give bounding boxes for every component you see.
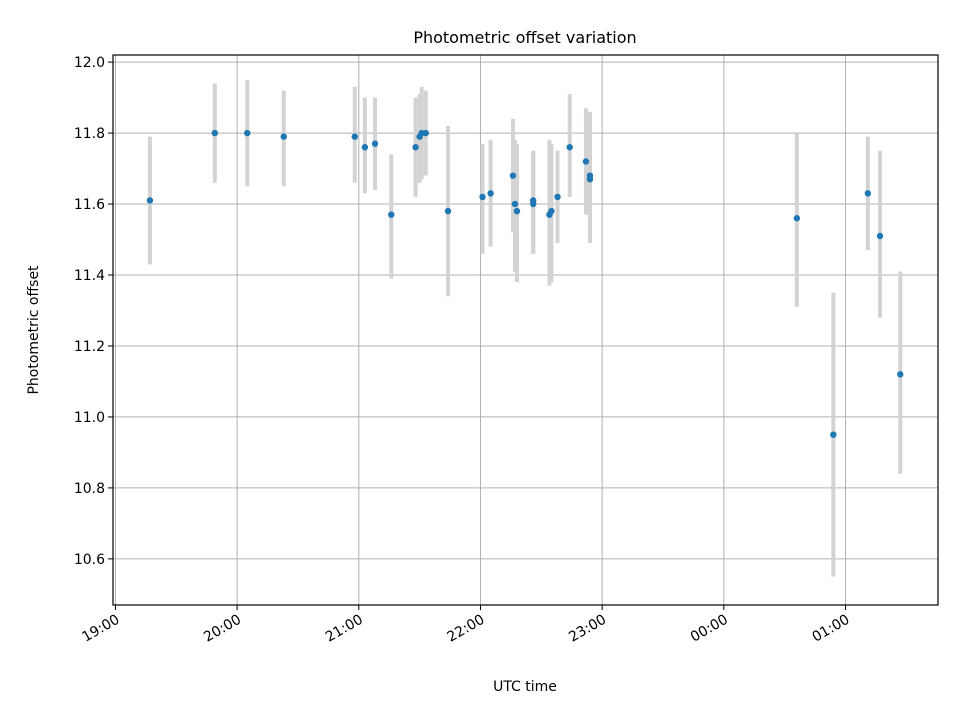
point-layer — [146, 129, 904, 438]
data-point — [511, 200, 519, 208]
y-tick-label: 10.6 — [74, 552, 105, 568]
data-point — [280, 133, 287, 140]
data-point — [509, 172, 517, 179]
y-tick-label: 11.2 — [74, 339, 105, 355]
y-tick-label: 11.0 — [74, 410, 105, 426]
y-tick-label: 11.6 — [74, 197, 105, 213]
data-point — [351, 133, 358, 140]
data-point — [582, 158, 590, 165]
data-point — [793, 215, 801, 222]
data-point — [146, 197, 154, 204]
data-point — [554, 193, 561, 201]
plot-frame — [112, 54, 939, 606]
y-tick-label: 12.0 — [74, 55, 105, 71]
data-point — [479, 193, 486, 201]
data-point — [412, 144, 419, 151]
data-point — [513, 207, 521, 215]
data-point — [864, 190, 872, 197]
data-point — [530, 200, 537, 208]
data-point — [361, 144, 369, 151]
y-axis-label: Photometric offset — [26, 265, 42, 395]
data-point — [444, 207, 452, 215]
data-point — [487, 190, 494, 197]
data-point — [388, 211, 395, 218]
grid-layer — [113, 55, 938, 605]
data-point — [830, 431, 837, 438]
data-point — [876, 232, 884, 240]
y-tick-label: 10.8 — [74, 481, 105, 497]
y-tick-label: 11.4 — [74, 268, 105, 284]
data-point — [371, 140, 379, 147]
data-point — [586, 175, 594, 183]
data-point — [566, 144, 573, 151]
data-point — [211, 129, 219, 137]
y-tick-label: 11.8 — [74, 126, 105, 142]
x-axis-label: UTC time — [493, 679, 557, 695]
data-point — [548, 207, 555, 215]
chart-title: Photometric offset variation — [413, 28, 636, 47]
data-point — [422, 129, 429, 137]
data-point — [897, 371, 904, 378]
data-point — [244, 129, 251, 137]
